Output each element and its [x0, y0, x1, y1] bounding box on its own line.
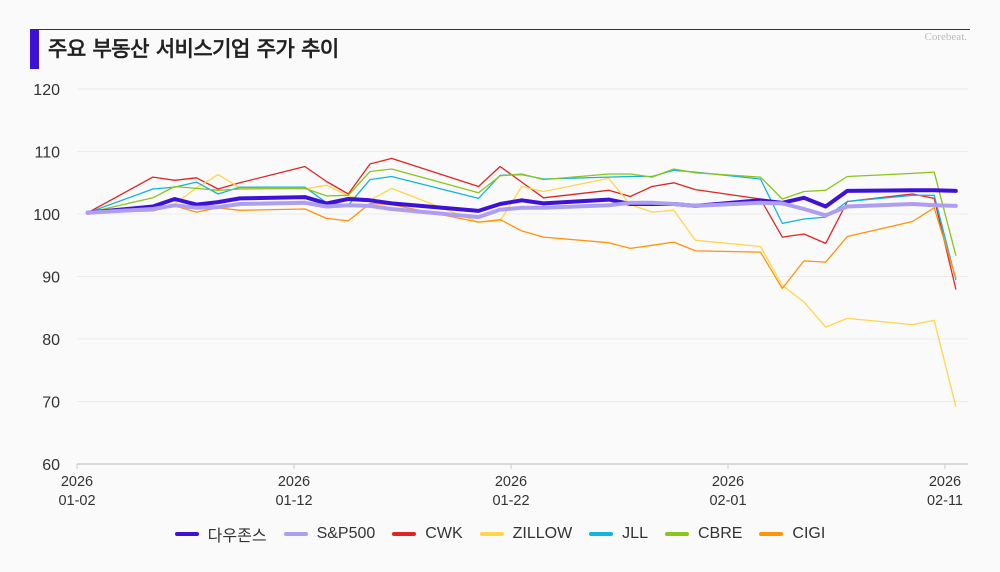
legend-item[interactable]: CWK [392, 522, 463, 546]
legend-swatch [664, 532, 689, 536]
y-axis: 60 70 80 90 100 110 120 [33, 82, 60, 474]
series-line-다우존스 [85, 188, 958, 215]
y-tick-label: 90 [42, 270, 60, 287]
legend-swatch [589, 532, 614, 536]
x-axis: 2026 01-02 2026 01-12 2026 01-22 2026 02-01 2026… [58, 464, 963, 509]
legend-swatch [759, 532, 784, 536]
x-tick-year: 2026 [278, 474, 310, 490]
legend-label: CWK [425, 525, 463, 542]
chart-title: 주요 부동산 서비스기업 주가 추이 [48, 37, 339, 61]
series-lines [85, 157, 958, 408]
legend: 다우존스 S&P500 CWK ZILLOW JLL CBRE CIGI [0, 522, 1000, 546]
legend-label: S&P500 [316, 525, 376, 542]
y-tick-label: 100 [33, 207, 60, 224]
legend-label: CBRE [697, 525, 743, 542]
x-tick-date: 01-12 [275, 493, 312, 509]
header-rule [39, 29, 970, 30]
series-line-CIGI [87, 202, 957, 290]
brand-logo: Corebeat. [924, 31, 967, 43]
x-tick-year: 2026 [929, 474, 961, 490]
legend-item[interactable]: JLL [589, 522, 648, 546]
legend-label: ZILLOW [512, 525, 573, 542]
legend-label: JLL [622, 525, 648, 542]
series-line-ZILLOW [87, 173, 957, 408]
x-tick-date: 01-02 [58, 493, 95, 509]
x-tick-date: 01-22 [492, 493, 529, 509]
legend-label: 다우존스 [207, 528, 267, 545]
series-line-S&P500 [85, 200, 958, 220]
legend-item[interactable]: CIGI [759, 522, 825, 546]
grid-lines [77, 88, 968, 465]
x-tick-date: 02-01 [709, 493, 746, 509]
legend-swatch [392, 532, 417, 536]
y-tick-label: 110 [34, 145, 60, 162]
y-tick-label: 60 [42, 457, 60, 474]
series-line-CWK [87, 157, 957, 290]
legend-swatch [174, 532, 199, 536]
x-tick-year: 2026 [61, 474, 93, 490]
legend-item[interactable]: ZILLOW [479, 522, 573, 546]
legend-label: CIGI [792, 525, 826, 542]
y-tick-label: 80 [42, 332, 60, 349]
legend-item[interactable]: CBRE [664, 522, 743, 546]
y-tick-label: 120 [33, 82, 60, 99]
legend-item[interactable]: 다우존스 [174, 522, 267, 546]
y-tick-label: 70 [42, 395, 60, 412]
series-line-CBRE [87, 168, 957, 256]
x-tick-year: 2026 [712, 474, 744, 490]
legend-item[interactable]: S&P500 [283, 522, 376, 546]
legend-swatch [283, 532, 308, 536]
x-tick-year: 2026 [495, 474, 527, 490]
x-tick-date: 02-11 [927, 493, 963, 509]
title-accent-bar [30, 29, 39, 69]
legend-swatch [479, 532, 504, 536]
